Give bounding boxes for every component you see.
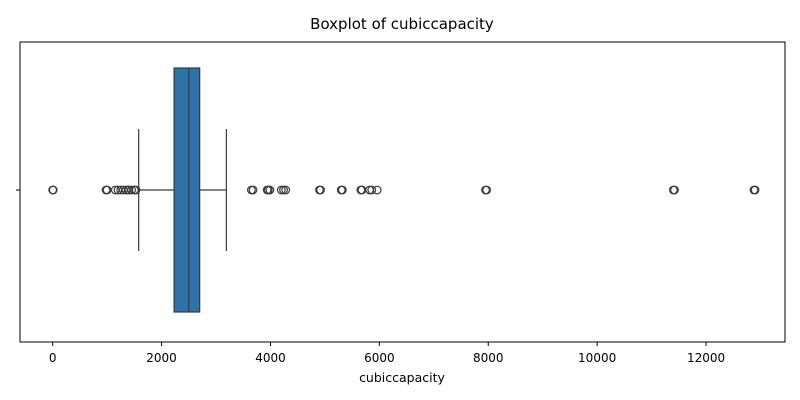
- outlier-point: [265, 185, 275, 195]
- x-tick-label: 2000: [146, 351, 177, 365]
- x-tick-label: 0: [49, 351, 57, 365]
- x-tick-label: 8000: [473, 351, 504, 365]
- outliers: [48, 185, 760, 195]
- plot-area-frame: [19, 41, 786, 343]
- chart-title: Boxplot of cubiccapacity: [310, 15, 494, 33]
- x-tick-label: 12000: [687, 351, 725, 365]
- outlier-point: [337, 185, 347, 195]
- x-axis: 0 2000 4000 6000 8000 10000 12000: [49, 342, 725, 365]
- outlier-point: [372, 185, 382, 195]
- outlier-point: [48, 185, 58, 195]
- outlier-point: [367, 185, 377, 195]
- outlier-point: [281, 185, 291, 195]
- box: [173, 67, 201, 313]
- x-tick-label: 10000: [578, 351, 616, 365]
- iqr-box: [173, 67, 201, 313]
- x-tick-label: 4000: [255, 351, 286, 365]
- x-axis-label: cubiccapacity: [359, 370, 445, 385]
- outlier-point: [248, 185, 258, 195]
- x-tick-label: 6000: [364, 351, 395, 365]
- outlier-point: [750, 185, 760, 195]
- outlier-point: [482, 185, 492, 195]
- outlier-point: [131, 185, 141, 195]
- outlier-point: [127, 185, 137, 195]
- outlier-point: [670, 185, 679, 195]
- outlier-point: [316, 185, 325, 195]
